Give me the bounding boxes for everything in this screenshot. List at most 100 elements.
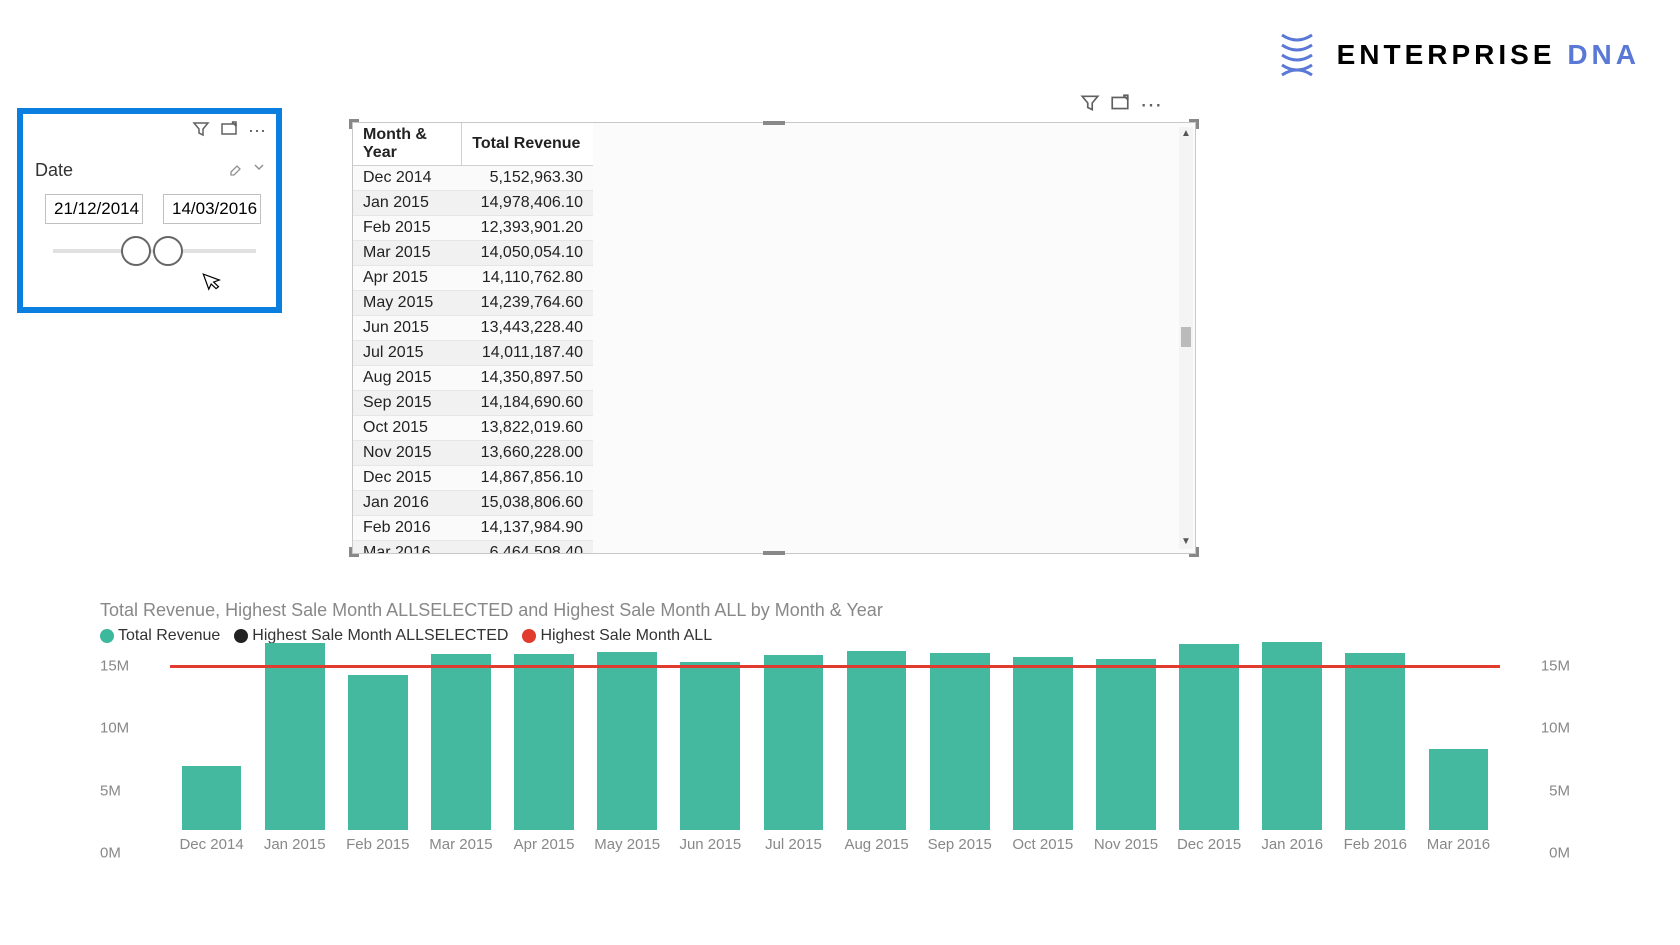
bar[interactable] — [431, 654, 491, 830]
chevron-down-icon[interactable] — [252, 160, 266, 181]
x-axis-label: Mar 2016 — [1427, 836, 1490, 853]
table-row[interactable]: Feb 201512,393,901.20 — [353, 216, 593, 241]
table-row[interactable]: Jun 201513,443,228.40 — [353, 316, 593, 341]
legend-item[interactable]: Total Revenue — [100, 627, 220, 645]
mouse-cursor-icon — [201, 267, 227, 299]
date-to-input[interactable]: 14/03/2016 — [163, 194, 261, 224]
bar[interactable] — [1262, 642, 1322, 830]
y-axis-label-right: 0M — [1549, 845, 1570, 862]
bar-group[interactable]: Oct 2015 — [1001, 657, 1084, 853]
highest-sale-all-line — [170, 665, 1500, 668]
bar[interactable] — [1429, 749, 1489, 830]
focus-mode-icon[interactable] — [1110, 93, 1130, 118]
x-axis-label: Feb 2016 — [1344, 836, 1407, 853]
legend-swatch — [234, 629, 248, 643]
table-row[interactable]: Dec 20145,152,963.30 — [353, 166, 593, 191]
table-row[interactable]: Sep 201514,184,690.60 — [353, 391, 593, 416]
more-options-icon[interactable]: ⋯ — [248, 121, 266, 142]
y-axis-label: 5M — [100, 782, 121, 799]
bar[interactable] — [1096, 659, 1156, 830]
scroll-thumb[interactable] — [1181, 327, 1191, 347]
filter-icon[interactable] — [192, 120, 210, 143]
x-axis-label: Apr 2015 — [514, 836, 575, 853]
bar-group[interactable]: Dec 2015 — [1168, 644, 1251, 853]
bar[interactable] — [1345, 653, 1405, 830]
enterprise-dna-logo: ENTERPRISE DNA — [1272, 30, 1640, 80]
bar[interactable] — [680, 662, 740, 830]
bar-group[interactable]: Jan 2015 — [253, 643, 336, 853]
slider-handle-start[interactable] — [121, 236, 151, 266]
resize-handle-bottom[interactable] — [763, 551, 785, 555]
revenue-table-visual[interactable]: Month & YearTotal Revenue Dec 20145,152,… — [352, 122, 1196, 554]
y-axis-label-right: 15M — [1541, 657, 1570, 674]
bar[interactable] — [764, 655, 824, 830]
bar-group[interactable]: Nov 2015 — [1084, 659, 1167, 853]
table-header[interactable]: Total Revenue — [462, 123, 593, 166]
table-row[interactable]: Aug 201514,350,897.50 — [353, 366, 593, 391]
bar-group[interactable]: Jun 2015 — [669, 662, 752, 853]
filter-icon[interactable] — [1080, 93, 1100, 118]
x-axis-label: Oct 2015 — [1012, 836, 1073, 853]
bar-group[interactable]: May 2015 — [586, 652, 669, 853]
y-axis-label-right: 5M — [1549, 782, 1570, 799]
x-axis-label: Aug 2015 — [844, 836, 908, 853]
bar-group[interactable]: Jul 2015 — [752, 655, 835, 853]
date-slicer-visual[interactable]: ⋯ Date 21/12/2014 14/03/2016 — [17, 108, 282, 313]
table-row[interactable]: Jan 201514,978,406.10 — [353, 191, 593, 216]
bar[interactable] — [847, 651, 907, 830]
x-axis-label: Dec 2014 — [179, 836, 243, 853]
table-row[interactable]: Jul 201514,011,187.40 — [353, 341, 593, 366]
bar[interactable] — [930, 653, 990, 830]
scroll-up-icon[interactable]: ▲ — [1181, 129, 1191, 139]
table-header[interactable]: Month & Year — [353, 123, 462, 166]
x-axis-label: Jul 2015 — [765, 836, 822, 853]
x-axis-label: Jun 2015 — [679, 836, 741, 853]
bar-group[interactable]: Apr 2015 — [503, 654, 586, 853]
bar-group[interactable]: Sep 2015 — [918, 653, 1001, 853]
x-axis-label: Dec 2015 — [1177, 836, 1241, 853]
bar-group[interactable]: Jan 2016 — [1251, 642, 1334, 853]
slider-handle-end[interactable] — [153, 236, 183, 266]
focus-mode-icon[interactable] — [220, 120, 238, 143]
legend-item[interactable]: Highest Sale Month ALL — [522, 627, 712, 645]
bar-group[interactable]: Feb 2016 — [1334, 653, 1417, 853]
bar[interactable] — [1013, 657, 1073, 830]
bar-group[interactable]: Mar 2016 — [1417, 749, 1500, 853]
table-toolbar: ⋯ — [1080, 92, 1162, 118]
bar[interactable] — [182, 766, 242, 830]
table-row[interactable]: Jan 201615,038,806.60 — [353, 491, 593, 516]
y-axis-label: 10M — [100, 720, 129, 737]
bar-group[interactable]: Feb 2015 — [336, 675, 419, 853]
bar-group[interactable]: Mar 2015 — [419, 654, 502, 853]
slicer-toolbar: ⋯ — [192, 120, 266, 143]
more-options-icon[interactable]: ⋯ — [1140, 92, 1162, 118]
table-row[interactable]: May 201514,239,764.60 — [353, 291, 593, 316]
resize-handle-top[interactable] — [763, 121, 785, 125]
date-from-input[interactable]: 21/12/2014 — [45, 194, 143, 224]
bar[interactable] — [348, 675, 408, 830]
bar[interactable] — [514, 654, 574, 830]
table-row[interactable]: Oct 201513,822,019.60 — [353, 416, 593, 441]
y-axis-label: 15M — [100, 657, 129, 674]
table-row[interactable]: Feb 201614,137,984.90 — [353, 516, 593, 541]
scroll-down-icon[interactable]: ▼ — [1181, 537, 1191, 547]
table-row[interactable]: Dec 201514,867,856.10 — [353, 466, 593, 491]
bar-group[interactable]: Dec 2014 — [170, 766, 253, 853]
bar-group[interactable]: Aug 2015 — [835, 651, 918, 853]
revenue-table: Month & YearTotal Revenue Dec 20145,152,… — [353, 123, 593, 553]
bar[interactable] — [1179, 644, 1239, 830]
revenue-chart: Total Revenue, Highest Sale Month ALLSEL… — [100, 600, 1570, 873]
table-row[interactable]: Nov 201513,660,228.00 — [353, 441, 593, 466]
x-axis-label: Feb 2015 — [346, 836, 409, 853]
table-row[interactable]: Mar 20166,464,508.40 — [353, 541, 593, 554]
x-axis-label: May 2015 — [594, 836, 660, 853]
bar[interactable] — [597, 652, 657, 830]
table-row[interactable]: Apr 201514,110,762.80 — [353, 266, 593, 291]
table-row[interactable]: Mar 201514,050,054.10 — [353, 241, 593, 266]
y-axis-label: 0M — [100, 845, 121, 862]
table-scrollbar[interactable]: ▲ ▼ — [1179, 127, 1193, 549]
bar[interactable] — [265, 643, 325, 830]
x-axis-label: Nov 2015 — [1094, 836, 1158, 853]
eraser-icon[interactable] — [228, 160, 244, 181]
logo-text: ENTERPRISE DNA — [1337, 39, 1640, 71]
